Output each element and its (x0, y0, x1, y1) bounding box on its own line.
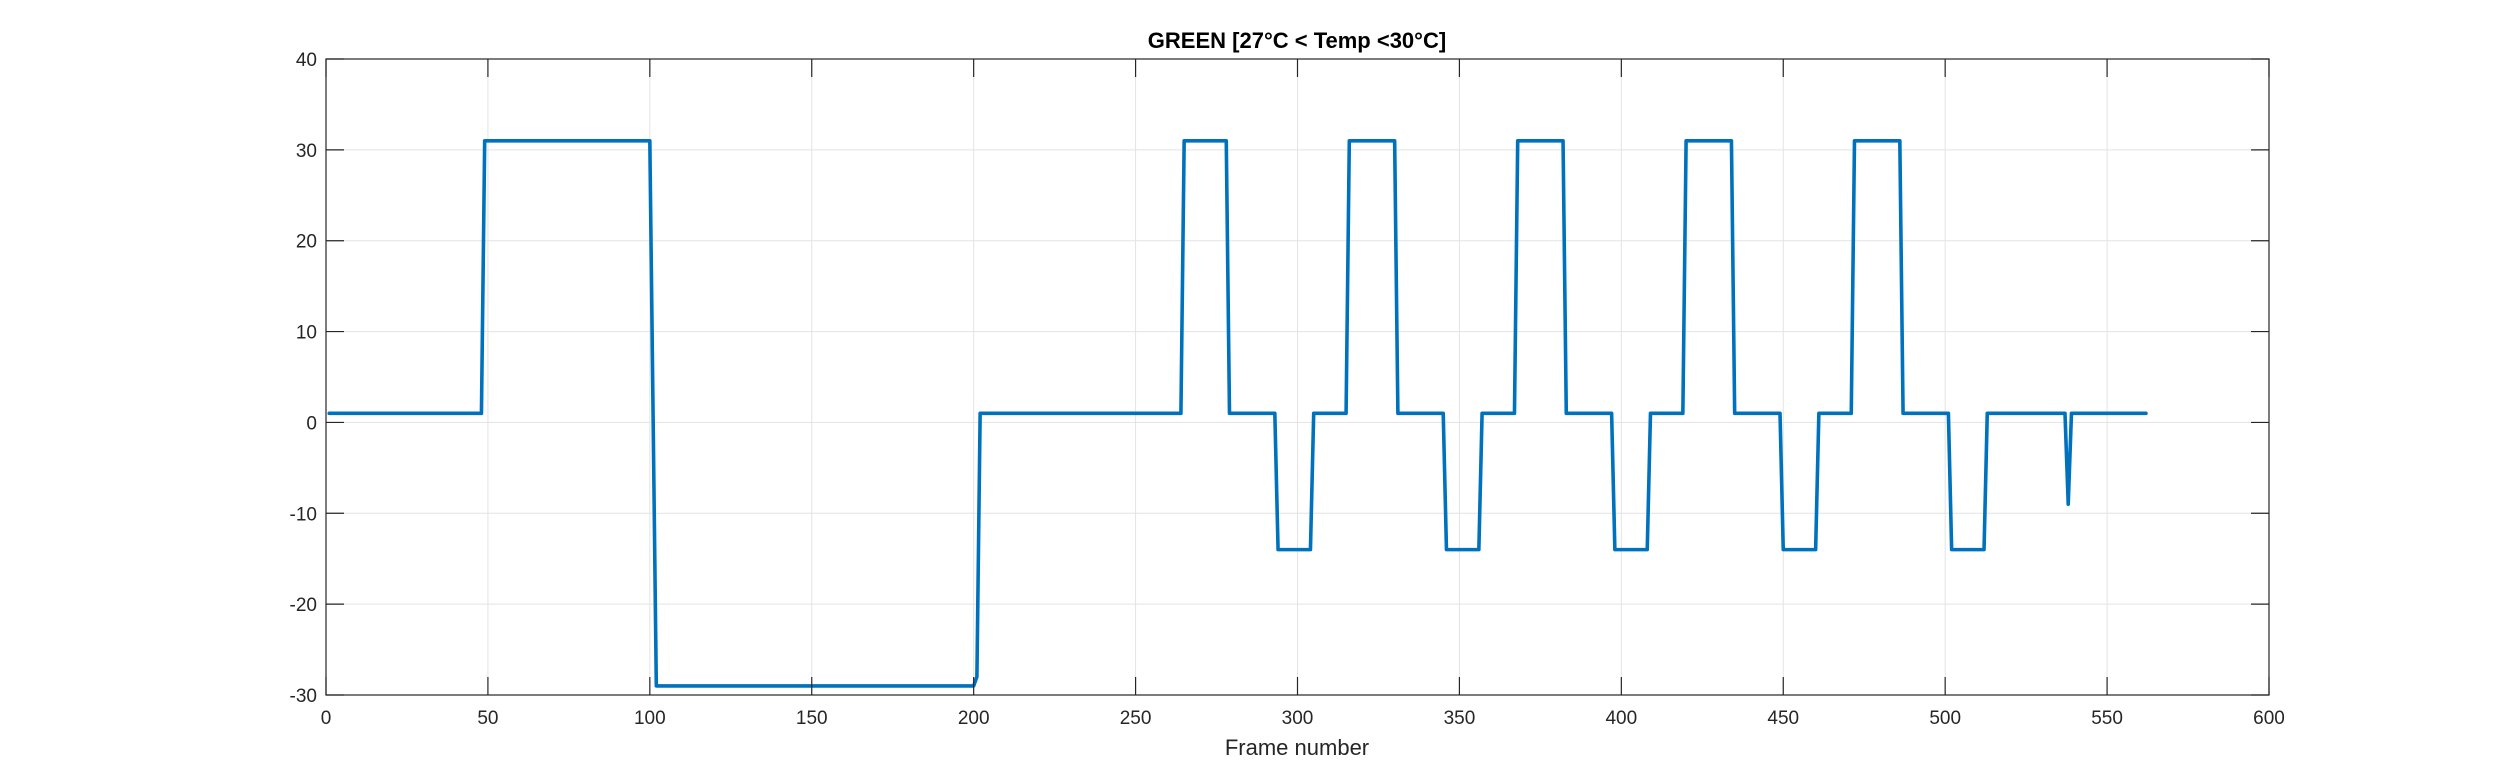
x-tick-label: 500 (1929, 708, 1961, 729)
x-tick-label: 50 (477, 708, 498, 729)
x-tick-label: 400 (1605, 708, 1637, 729)
x-tick-label: 350 (1444, 708, 1476, 729)
x-tick-label: 0 (321, 708, 332, 729)
y-tick-label: 30 (296, 141, 317, 162)
y-tick-label: 10 (296, 323, 317, 344)
y-tick-label: -20 (290, 595, 317, 616)
x-tick-label: 600 (2253, 708, 2285, 729)
x-axis-label: Frame number (1225, 735, 1369, 760)
x-tick-label: 300 (1282, 708, 1314, 729)
x-tick-label: 200 (958, 708, 990, 729)
y-tick-label: 40 (296, 50, 317, 71)
x-tick-label: 150 (796, 708, 828, 729)
x-tick-label: 450 (1767, 708, 1799, 729)
y-tick-label: 0 (306, 413, 317, 434)
y-tick-label: 20 (296, 232, 317, 253)
tick-labels: 0 50 100 150 200 250 300 350 400 450 500 550 600-30-… (290, 50, 2285, 729)
chart-title: GREEN [27°C < Temp <30°C] (1148, 28, 1446, 53)
series-line (327, 138, 2148, 688)
y-tick-label: -30 (290, 686, 317, 707)
series-layer (327, 138, 2148, 688)
axes (325, 58, 2270, 696)
x-tick-label: 550 (2091, 708, 2123, 729)
y-tick-label: -10 (290, 504, 317, 525)
x-tick-label: 250 (1120, 708, 1152, 729)
x-tick-label: 100 (634, 708, 666, 729)
